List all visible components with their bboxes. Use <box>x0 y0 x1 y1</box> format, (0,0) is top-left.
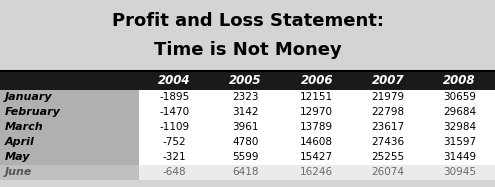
Text: 2008: 2008 <box>443 74 476 87</box>
Text: 32984: 32984 <box>443 122 476 132</box>
Text: -648: -648 <box>162 167 186 177</box>
Text: 2005: 2005 <box>229 74 262 87</box>
Text: 22798: 22798 <box>372 107 404 117</box>
Text: 13789: 13789 <box>300 122 333 132</box>
Text: 31449: 31449 <box>443 152 476 162</box>
Text: 21979: 21979 <box>372 92 404 102</box>
Text: 23617: 23617 <box>372 122 404 132</box>
Text: 15427: 15427 <box>300 152 333 162</box>
Bar <box>0 165 139 180</box>
Text: March: March <box>5 122 44 132</box>
Text: 30659: 30659 <box>443 92 476 102</box>
Text: 14608: 14608 <box>300 137 333 147</box>
Bar <box>0 105 139 120</box>
Text: 6418: 6418 <box>232 167 259 177</box>
Text: 3961: 3961 <box>232 122 259 132</box>
Text: 12151: 12151 <box>300 92 333 102</box>
Bar <box>0 120 139 135</box>
Bar <box>0 0 495 71</box>
Text: June: June <box>5 167 32 177</box>
Text: 2004: 2004 <box>158 74 191 87</box>
Text: February: February <box>5 107 61 117</box>
Bar <box>139 90 495 105</box>
Bar <box>0 71 495 90</box>
Text: -752: -752 <box>162 137 186 147</box>
Text: 3142: 3142 <box>232 107 259 117</box>
Text: -1109: -1109 <box>159 122 189 132</box>
Text: 29684: 29684 <box>443 107 476 117</box>
Bar <box>0 90 139 105</box>
Text: -1470: -1470 <box>159 107 189 117</box>
Text: 2007: 2007 <box>372 74 404 87</box>
Text: 26074: 26074 <box>372 167 404 177</box>
Text: -321: -321 <box>162 152 186 162</box>
Text: 27436: 27436 <box>372 137 404 147</box>
Text: April: April <box>5 137 35 147</box>
Text: 30945: 30945 <box>443 167 476 177</box>
Bar <box>139 105 495 120</box>
Text: -1895: -1895 <box>159 92 190 102</box>
Bar <box>0 150 139 165</box>
Text: May: May <box>5 152 31 162</box>
Bar <box>139 150 495 165</box>
Text: 2006: 2006 <box>300 74 333 87</box>
Text: 12970: 12970 <box>300 107 333 117</box>
Text: 4780: 4780 <box>232 137 259 147</box>
Text: 2323: 2323 <box>232 92 259 102</box>
Bar <box>0 135 139 150</box>
Text: Time is Not Money: Time is Not Money <box>153 42 342 59</box>
Text: 5599: 5599 <box>232 152 259 162</box>
Text: 16246: 16246 <box>300 167 333 177</box>
Text: 31597: 31597 <box>443 137 476 147</box>
Text: January: January <box>5 92 52 102</box>
Bar <box>139 120 495 135</box>
Bar <box>139 135 495 150</box>
Text: Profit and Loss Statement:: Profit and Loss Statement: <box>111 12 384 30</box>
Text: 25255: 25255 <box>372 152 404 162</box>
Bar <box>139 165 495 180</box>
